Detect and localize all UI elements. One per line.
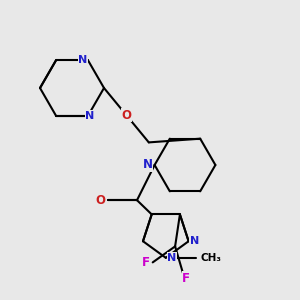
Text: N: N (78, 55, 88, 65)
Text: CH₃: CH₃ (200, 253, 221, 263)
Text: N: N (142, 158, 153, 172)
Text: O: O (122, 109, 131, 122)
Text: F: F (182, 272, 190, 285)
Text: F: F (142, 256, 150, 269)
Text: O: O (95, 194, 105, 207)
Text: N: N (167, 253, 176, 263)
Text: N: N (190, 236, 199, 246)
Text: N: N (85, 111, 94, 121)
